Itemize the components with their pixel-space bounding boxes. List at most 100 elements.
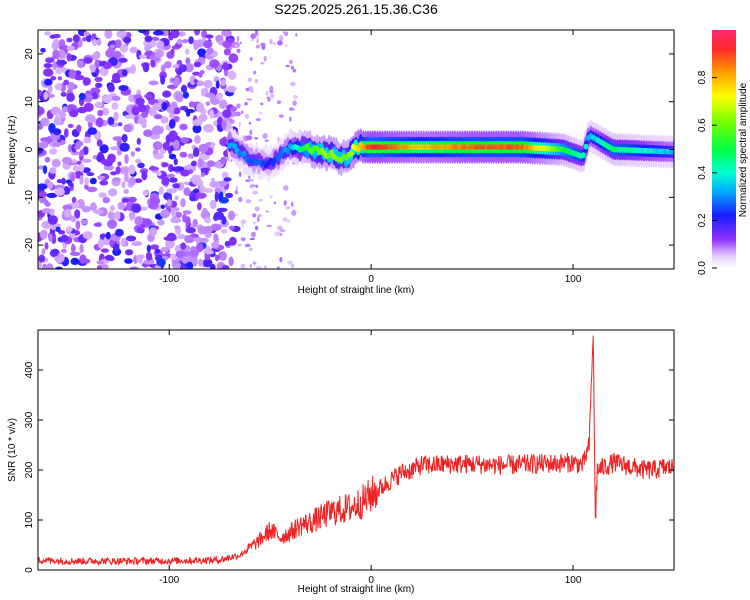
- noise-blob: [209, 181, 220, 188]
- noise-blob: [185, 227, 196, 234]
- noise-blob: [173, 76, 181, 87]
- noise-blob: [166, 173, 175, 178]
- noise-blob: [225, 120, 231, 130]
- noise-blob: [291, 201, 294, 207]
- noise-blob: [252, 261, 257, 265]
- noise-blob: [46, 93, 55, 98]
- noise-blob: [185, 216, 191, 226]
- noise-blob: [279, 257, 283, 263]
- noise-blob: [278, 35, 284, 41]
- noise-blob: [184, 63, 194, 73]
- signal-blob: [670, 149, 674, 155]
- noise-blob: [74, 209, 81, 219]
- noise-blob: [176, 39, 183, 45]
- noise-blob: [170, 30, 180, 39]
- noise-blob: [101, 107, 110, 116]
- noise-blob: [179, 123, 188, 131]
- noise-blob: [277, 40, 283, 46]
- noise-blob: [209, 199, 217, 210]
- noise-blob: [93, 222, 102, 227]
- noise-blob: [63, 79, 69, 86]
- bottom-x-tick-label: 100: [565, 575, 582, 586]
- noise-blob: [279, 229, 286, 232]
- noise-blob: [52, 38, 60, 49]
- noise-blob: [240, 219, 247, 225]
- noise-blob: [263, 265, 268, 269]
- noise-blob: [172, 64, 181, 69]
- noise-blob: [278, 114, 284, 118]
- noise-blob: [185, 48, 190, 55]
- noise-blob: [251, 231, 256, 238]
- noise-blob: [265, 210, 269, 213]
- bottom-x-axis-label: Height of straight line (km): [298, 584, 415, 595]
- noise-blob: [54, 187, 65, 196]
- colorbar-tick-label: 0.6: [697, 118, 708, 132]
- noise-blob: [52, 49, 60, 60]
- bottom-y-tick-label: 300: [24, 411, 35, 428]
- noise-blob: [166, 188, 178, 194]
- noise-blob: [180, 198, 186, 208]
- noise-blob: [82, 36, 87, 42]
- noise-blob: [145, 251, 153, 261]
- noise-blob: [211, 241, 219, 249]
- noise-blob: [70, 257, 80, 265]
- noise-blob: [47, 215, 58, 225]
- noise-blob: [136, 254, 145, 259]
- noise-blob: [221, 171, 229, 180]
- noise-blob: [260, 62, 265, 65]
- noise-blob: [222, 62, 229, 71]
- noise-blob: [128, 176, 136, 186]
- noise-blob: [98, 192, 107, 198]
- noise-blob: [266, 96, 271, 100]
- noise-blob: [269, 195, 273, 199]
- noise-blob: [169, 145, 175, 152]
- noise-blob: [38, 106, 45, 116]
- noise-blob: [164, 61, 172, 69]
- noise-blob: [75, 140, 84, 147]
- noise-blob: [144, 35, 153, 43]
- noise-blob: [96, 260, 104, 265]
- noise-blob: [51, 236, 57, 244]
- noise-blob: [186, 261, 194, 269]
- noise-blob: [123, 36, 132, 44]
- noise-blob: [263, 55, 267, 62]
- noise-blob: [286, 206, 289, 210]
- noise-blob: [276, 225, 283, 231]
- noise-blob: [238, 196, 243, 203]
- noise-blob: [246, 135, 253, 141]
- noise-blob: [192, 218, 198, 228]
- noise-blob: [48, 123, 56, 133]
- noise-blob: [110, 171, 118, 176]
- noise-blob: [135, 97, 145, 106]
- noise-blob: [121, 198, 130, 203]
- noise-blob: [44, 78, 53, 86]
- noise-blob: [41, 208, 52, 214]
- noise-blob: [143, 129, 153, 137]
- noise-blob: [96, 139, 103, 147]
- noise-blob: [105, 48, 115, 58]
- noise-blob: [228, 210, 236, 221]
- noise-blob: [119, 44, 129, 53]
- noise-blob: [221, 265, 230, 269]
- noise-blob: [166, 199, 172, 207]
- noise-blob: [205, 34, 214, 39]
- noise-blob: [248, 86, 254, 92]
- noise-blob: [82, 146, 89, 156]
- noise-blob: [240, 263, 246, 269]
- bottom-x-tick-label: 0: [368, 575, 374, 586]
- noise-blob: [249, 77, 252, 83]
- noise-blob: [222, 109, 232, 118]
- noise-blob: [55, 266, 63, 269]
- noise-blob: [55, 69, 63, 74]
- bottom-x-tick-label: -100: [159, 575, 179, 586]
- noise-blob: [221, 30, 232, 37]
- noise-blob: [141, 170, 148, 181]
- noise-blob: [191, 160, 197, 167]
- noise-blob: [148, 107, 157, 117]
- noise-blob: [85, 114, 96, 123]
- noise-blob: [293, 95, 298, 99]
- noise-blob: [156, 171, 162, 177]
- noise-blob: [236, 48, 241, 54]
- noise-blob: [58, 45, 66, 50]
